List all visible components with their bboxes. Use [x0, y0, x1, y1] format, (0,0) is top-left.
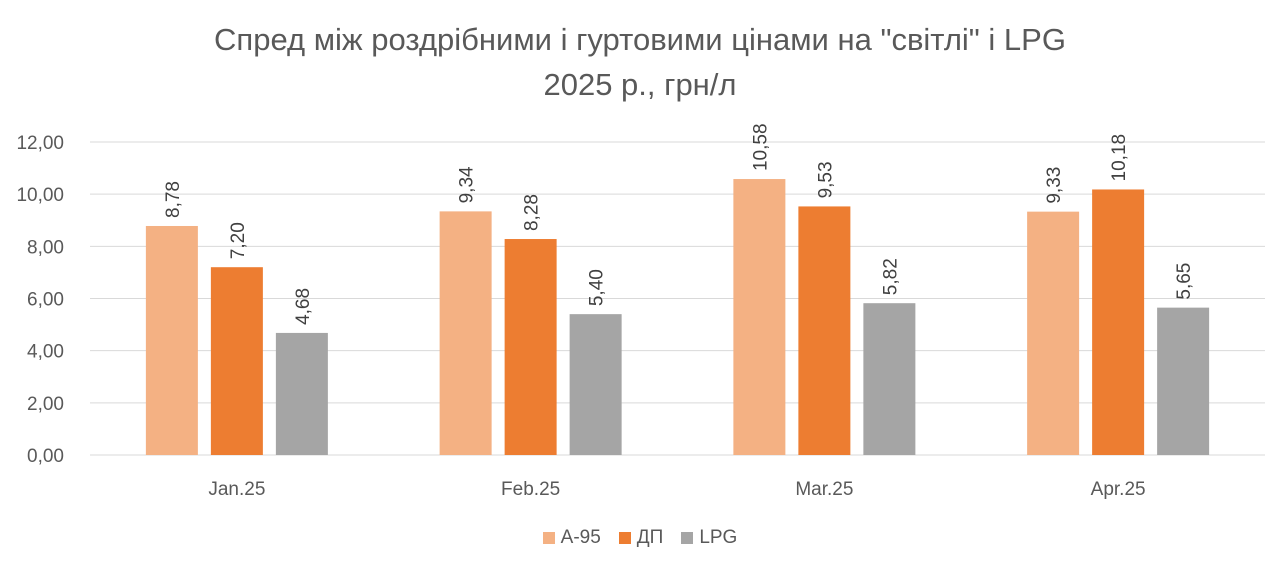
- data-label: 5,65: [1174, 263, 1195, 300]
- data-label: 5,40: [587, 269, 608, 306]
- data-label: 5,82: [880, 258, 901, 295]
- data-label: 7,20: [228, 222, 249, 259]
- x-tick-label: Apr.25: [1091, 479, 1146, 500]
- chart-subtitle: 2025 р., грн/л: [543, 67, 737, 102]
- legend-swatch: [618, 532, 631, 544]
- y-tick-label: 8,00: [27, 237, 64, 258]
- bar: [504, 239, 557, 455]
- data-label: 10,58: [750, 123, 771, 171]
- x-tick-label: Feb.25: [501, 479, 560, 500]
- data-label: 10,18: [1109, 134, 1130, 182]
- data-label: 4,68: [293, 288, 314, 325]
- y-tick-label: 10,00: [16, 185, 64, 206]
- bar: [210, 267, 263, 455]
- legend-item: LPG: [681, 527, 737, 549]
- bar: [863, 303, 916, 455]
- data-label: 9,33: [1044, 167, 1065, 204]
- legend-label: ДП: [636, 527, 664, 548]
- bar: [275, 332, 328, 455]
- bar: [733, 179, 786, 455]
- y-tick-label: 6,00: [27, 290, 64, 311]
- data-label: 8,78: [163, 181, 184, 218]
- y-tick-label: 12,00: [16, 133, 64, 154]
- legend-label: LPG: [699, 527, 738, 548]
- legend: А-95 ДП LPG: [0, 527, 1280, 549]
- data-label: 8,28: [522, 194, 543, 231]
- bar: [439, 211, 492, 455]
- y-tick-label: 2,00: [27, 394, 64, 415]
- x-tick-label: Jan.25: [208, 479, 265, 500]
- x-tick-label: Mar.25: [795, 479, 853, 500]
- bar: [1092, 189, 1145, 455]
- y-tick-label: 4,00: [27, 342, 64, 363]
- legend-label: А-95: [560, 527, 601, 548]
- data-label: 9,53: [815, 161, 836, 198]
- bar: [1027, 211, 1080, 455]
- legend-swatch: [542, 532, 555, 544]
- data-label: 9,34: [457, 166, 478, 203]
- legend-item: А-95: [542, 527, 601, 549]
- bar: [569, 314, 622, 455]
- legend-item: ДП: [618, 527, 664, 549]
- bar: [1157, 307, 1210, 455]
- bar: [798, 206, 851, 455]
- chart-title: Спред між роздрібними і гуртовими цінами…: [214, 22, 1066, 57]
- legend-swatch: [681, 532, 694, 544]
- y-tick-label: 0,00: [27, 446, 64, 467]
- bar: [145, 225, 198, 455]
